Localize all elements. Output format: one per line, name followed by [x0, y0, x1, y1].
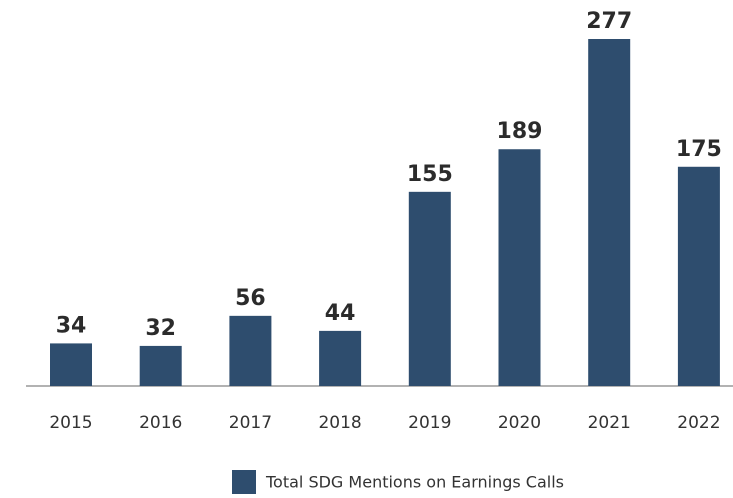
x-tick-label: 2021	[588, 413, 631, 433]
bar	[498, 149, 541, 386]
x-tick-label: 2019	[408, 413, 451, 433]
bar	[319, 330, 362, 386]
value-label: 155	[407, 162, 453, 187]
value-label: 44	[325, 301, 356, 326]
value-label: 32	[145, 316, 176, 341]
legend-swatch	[232, 470, 256, 494]
x-tick-label: 2017	[229, 413, 272, 433]
legend-label: Total SDG Mentions on Earnings Calls	[265, 473, 564, 492]
bar	[50, 343, 92, 386]
value-label: 277	[586, 9, 632, 34]
x-tick-label: 2022	[677, 413, 720, 433]
bar	[139, 345, 182, 386]
bar	[229, 315, 272, 386]
x-tick-label: 2020	[498, 413, 541, 433]
value-label: 175	[676, 137, 722, 162]
value-label: 189	[497, 119, 543, 144]
bar	[677, 166, 720, 386]
bar	[408, 191, 451, 386]
value-label: 56	[235, 286, 266, 311]
bar	[588, 39, 631, 386]
x-tick-label: 2015	[49, 413, 92, 433]
value-label: 34	[56, 313, 87, 338]
x-tick-label: 2018	[318, 413, 361, 433]
x-tick-label: 2016	[139, 413, 182, 433]
